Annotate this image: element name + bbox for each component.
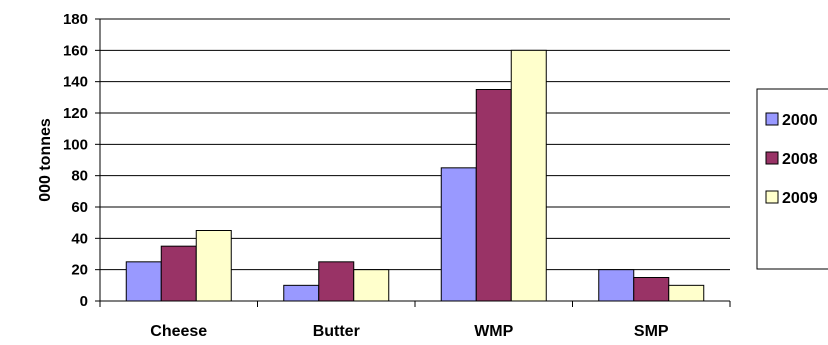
legend-swatch xyxy=(765,151,779,165)
x-category-label: SMP xyxy=(634,323,669,340)
bar-2008-wmp xyxy=(475,89,512,302)
y-tick-label: 0 xyxy=(80,293,88,310)
bar-2000-cheese xyxy=(125,261,162,302)
y-tick-labels: 0 20 40 60 80 100 120 140 160 180 xyxy=(63,11,88,310)
legend-swatch xyxy=(765,112,779,126)
y-tick-label: 120 xyxy=(63,105,88,122)
y-tick-label: 80 xyxy=(71,168,88,185)
legend-label: 2008 xyxy=(782,151,818,168)
bar-2009-wmp xyxy=(510,49,547,302)
axes xyxy=(95,18,731,307)
x-category-labels: Cheese Butter WMP SMP xyxy=(150,323,669,340)
gridlines xyxy=(100,18,730,271)
y-tick-label: 20 xyxy=(71,262,88,279)
y-axis-label: 000 tonnes xyxy=(37,118,54,202)
legend-label: 2000 xyxy=(782,112,818,129)
bar-2008-smp xyxy=(633,277,670,302)
x-category-label: Butter xyxy=(313,323,360,340)
legend-swatch xyxy=(765,190,779,204)
x-category-label: Cheese xyxy=(150,323,207,340)
legend-label: 2009 xyxy=(782,190,818,207)
bar-2009-smp xyxy=(668,284,705,302)
y-tick-label: 100 xyxy=(63,136,88,153)
bar-2009-cheese xyxy=(195,230,232,302)
bar-2009-butter xyxy=(353,269,390,302)
y-tick-label: 60 xyxy=(71,199,88,216)
bar-2000-wmp xyxy=(440,167,477,302)
bar-2008-butter xyxy=(318,261,355,302)
x-category-label: WMP xyxy=(474,323,513,340)
bar-2000-smp xyxy=(598,269,635,302)
y-tick-label: 180 xyxy=(63,11,88,28)
y-tick-label: 140 xyxy=(63,74,88,91)
y-tick-label: 40 xyxy=(71,230,88,247)
legend: 2000 2008 2009 xyxy=(756,88,828,270)
bar-2008-cheese xyxy=(160,245,197,302)
bar-2000-butter xyxy=(283,284,320,302)
y-tick-label: 160 xyxy=(63,42,88,59)
